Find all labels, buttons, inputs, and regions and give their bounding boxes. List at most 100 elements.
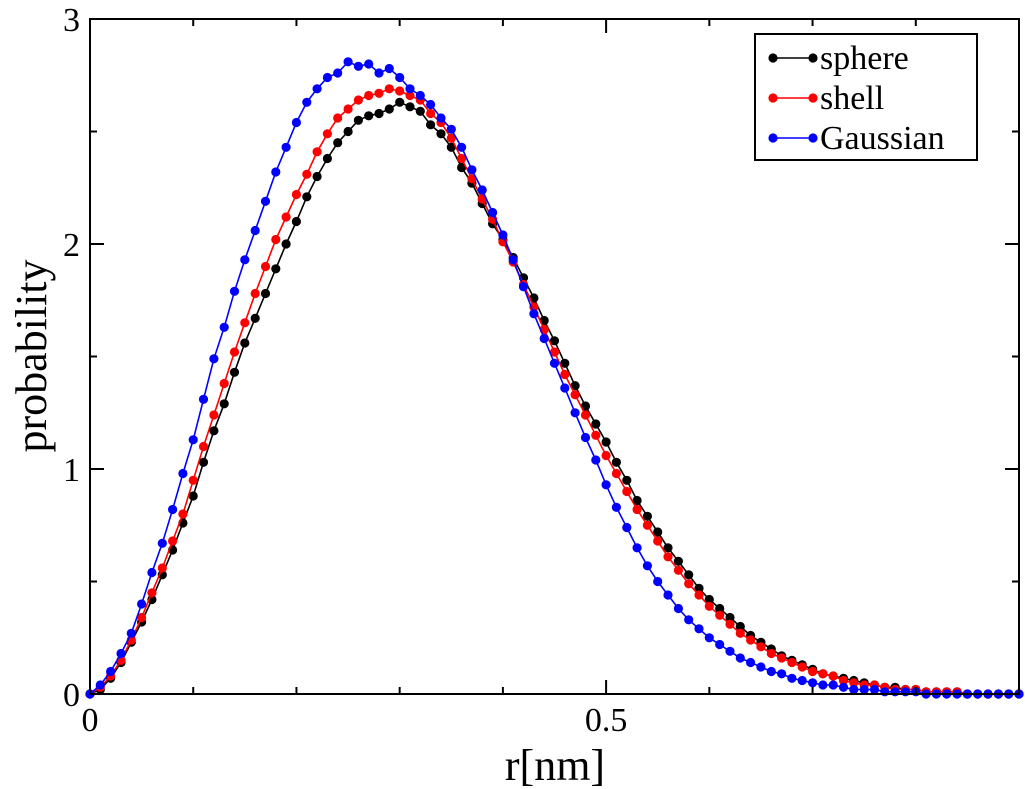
data-point-shell <box>312 147 322 157</box>
data-point-shell <box>549 347 560 357</box>
data-point-shell <box>756 642 766 652</box>
data-point-sphere <box>260 288 271 299</box>
data-point-shell <box>684 579 694 589</box>
x-tick-label: 0 <box>82 702 99 739</box>
legend-label-sphere: sphere <box>820 40 909 77</box>
data-point-sphere <box>229 367 240 377</box>
data-point-shell <box>384 84 394 94</box>
data-point-shell <box>601 450 611 461</box>
data-point-gaussian <box>601 480 611 490</box>
data-point-sphere <box>281 239 291 249</box>
legend-label-shell: shell <box>820 80 884 117</box>
data-point-sphere <box>198 457 209 467</box>
data-point-gaussian <box>116 648 126 659</box>
data-point-gaussian <box>797 675 807 686</box>
data-point-sphere <box>601 437 611 447</box>
data-point-sphere <box>302 192 312 202</box>
data-point-sphere <box>642 511 653 521</box>
data-point-gaussian <box>302 97 312 107</box>
data-point-gaussian <box>890 687 900 697</box>
data-point-gaussian <box>508 255 518 265</box>
data-point-gaussian <box>137 599 147 609</box>
data-point-sphere <box>622 475 632 485</box>
data-point-gaussian <box>250 225 260 236</box>
data-point-gaussian <box>828 680 838 690</box>
data-point-sphere <box>663 543 673 553</box>
data-point-shell <box>147 588 157 598</box>
data-point-shell <box>353 95 363 105</box>
data-point-shell <box>271 234 281 245</box>
data-point-gaussian <box>281 142 291 152</box>
data-point-shell <box>694 590 704 600</box>
data-point-shell <box>178 509 188 519</box>
legend-entry-gaussian: Gaussian <box>768 120 945 157</box>
data-point-sphere <box>209 426 219 436</box>
data-point-gaussian <box>488 207 498 218</box>
data-point-gaussian <box>818 680 828 690</box>
series-sphere <box>85 97 1024 699</box>
data-point-sphere <box>446 142 456 152</box>
legend-marker-shell <box>808 93 818 103</box>
data-point-shell <box>673 565 684 575</box>
data-point-gaussian <box>353 61 363 71</box>
data-point-gaussian <box>880 687 890 697</box>
data-point-gaussian <box>415 90 425 101</box>
data-point-gaussian <box>343 57 353 67</box>
data-point-gaussian <box>653 576 663 587</box>
data-point-shell <box>653 536 663 546</box>
ticks-layer <box>89 18 1019 695</box>
data-point-gaussian <box>260 196 271 206</box>
series-line-sphere <box>89 101 1019 695</box>
data-point-gaussian <box>715 639 725 650</box>
data-point-sphere <box>673 556 684 566</box>
data-point-gaussian <box>849 684 859 695</box>
data-point-sphere <box>240 338 250 348</box>
data-point-gaussian <box>374 68 384 78</box>
data-point-gaussian <box>446 124 456 134</box>
y-tick-label: 1 <box>63 452 80 489</box>
data-point-gaussian <box>622 522 632 533</box>
data-point-gaussian <box>271 167 281 177</box>
data-point-sphere <box>219 399 229 409</box>
data-point-gaussian <box>333 68 343 78</box>
data-point-sphere <box>684 570 694 580</box>
data-point-gaussian <box>395 72 405 83</box>
data-point-sphere <box>611 457 622 467</box>
data-point-shell <box>302 169 312 179</box>
data-point-shell <box>611 468 622 479</box>
data-point-shell <box>426 108 436 119</box>
legend-marker-gaussian <box>768 133 778 143</box>
data-point-shell <box>591 430 601 440</box>
data-point-sphere <box>271 264 281 274</box>
data-point-gaussian <box>591 455 601 465</box>
data-point-gaussian <box>106 666 116 677</box>
data-point-gaussian <box>405 84 415 94</box>
data-point-sphere <box>591 419 601 429</box>
data-point-shell <box>168 536 178 546</box>
data-point-gaussian <box>312 84 322 94</box>
data-point-sphere <box>395 97 405 107</box>
data-point-gaussian <box>694 624 704 634</box>
x-axis-label: r[nm] <box>505 741 605 789</box>
data-point-shell <box>209 410 219 420</box>
data-point-shell <box>322 129 332 139</box>
data-point-sphere <box>570 381 580 391</box>
data-point-shell <box>405 90 415 101</box>
data-point-shell <box>250 288 260 299</box>
data-point-gaussian <box>209 354 219 364</box>
data-point-shell <box>281 212 291 222</box>
legend-marker-sphere <box>808 53 818 63</box>
data-point-gaussian <box>498 230 508 240</box>
data-point-shell <box>725 619 735 629</box>
data-point-sphere <box>384 104 394 114</box>
data-point-gaussian <box>436 113 446 123</box>
data-point-gaussian <box>746 657 756 668</box>
data-point-gaussian <box>838 682 849 692</box>
data-point-gaussian <box>240 255 250 265</box>
data-point-gaussian <box>529 309 539 319</box>
data-point-gaussian <box>467 165 477 175</box>
data-point-sphere <box>436 129 446 139</box>
data-point-sphere <box>694 583 704 593</box>
data-point-shell <box>229 347 240 357</box>
data-point-gaussian <box>518 282 529 292</box>
